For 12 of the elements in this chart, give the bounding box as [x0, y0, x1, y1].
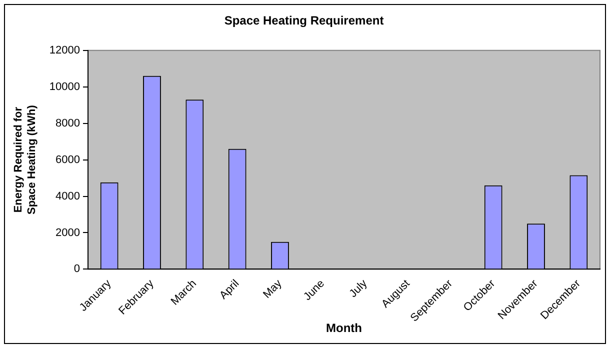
y-tick-label: 10000 — [49, 80, 80, 93]
y-tick-label: 6000 — [56, 154, 80, 166]
x-tick-label: July — [347, 277, 370, 300]
x-axis-title: Month — [326, 321, 362, 336]
y-tick-label: 4000 — [56, 190, 80, 202]
y-tick-label: 12000 — [49, 44, 80, 56]
chart-title: Space Heating Requirement — [224, 14, 384, 28]
y-tick-label: 8000 — [56, 117, 80, 130]
y-axis-title: Energy Required for Space Heating (kWh) — [12, 104, 38, 215]
x-tick-label: May — [261, 277, 285, 301]
y-tick-label: 2000 — [56, 226, 80, 239]
y-tick-label: 0 — [74, 263, 80, 276]
